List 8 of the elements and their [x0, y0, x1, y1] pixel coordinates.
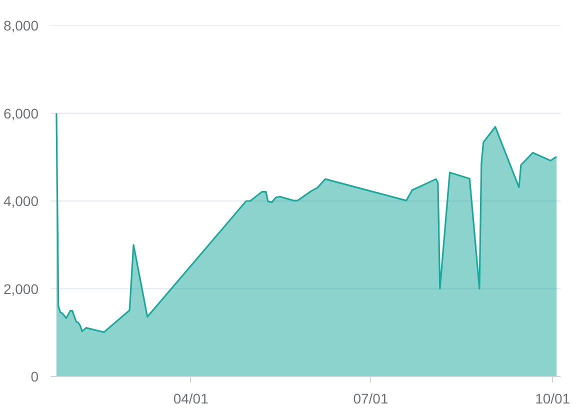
x-tick-label: 07/01 — [353, 390, 388, 406]
x-tick-label: 04/01 — [173, 390, 209, 406]
y-tick-label: 8,000 — [3, 18, 39, 34]
x-tick-label: 10/01 — [535, 390, 570, 406]
y-tick-label: 0 — [30, 368, 39, 384]
y-tick-label: 2,000 — [3, 280, 39, 297]
y-tick-label: 6,000 — [3, 105, 39, 122]
y-tick-label: 4,000 — [3, 193, 39, 209]
